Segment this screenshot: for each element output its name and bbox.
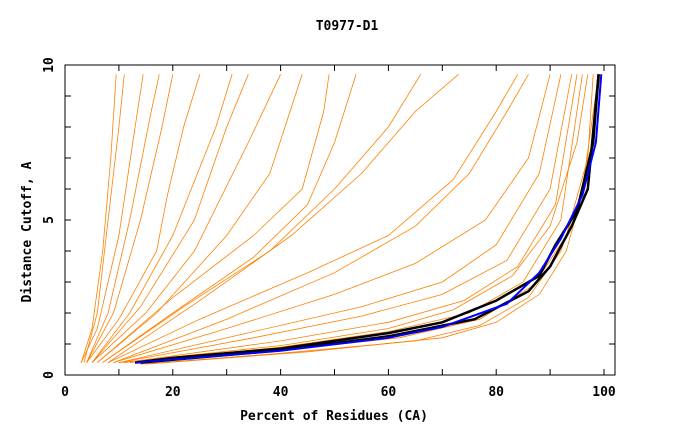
model-series-line [86,74,201,363]
model-series-line [113,74,529,363]
model-series-line [86,74,160,363]
model-series-line [102,74,422,363]
model-series-line [80,74,144,363]
plot-frame [64,64,616,376]
y-tick-label: 5 [42,216,57,224]
y-tick-label: 0 [42,371,57,379]
x-tick-label: 20 [165,385,181,400]
x-tick-label: 100 [592,385,616,400]
model-series-line [129,74,583,363]
model-series-line [97,74,330,363]
model-series-line [102,74,357,363]
model-series-line [97,74,303,363]
model-series-line [80,74,117,363]
model-series-line [91,74,281,363]
chart-title: T0977-D1 [316,19,379,34]
model-series-line [91,74,249,363]
model-series-line [113,74,551,363]
ticks: 0 20 40 60 80 100 0 5 10 [42,57,616,400]
highlight-series-line [140,74,600,364]
x-tick-label: 0 [61,385,69,400]
highlight-series-line [135,74,603,364]
model-series-line [118,74,562,363]
curves [80,73,603,365]
x-tick-label: 60 [381,385,397,400]
model-series-line [118,74,589,363]
model-series-line [107,74,519,363]
model-series-line [107,73,459,363]
x-axis-label: Percent of Residues (CA) [240,409,428,424]
model-series-line [140,74,599,365]
model-series-line [91,74,233,363]
x-tick-label: 80 [488,385,504,400]
model-series-line [86,74,174,363]
model-series-line [135,74,594,363]
model-series-line [83,74,125,363]
y-axis-label: Distance Cutoff, A [20,161,35,302]
x-tick-label: 40 [273,385,289,400]
highlight-series-line [134,74,600,364]
model-series-line [124,74,578,363]
model-series-line [118,74,573,363]
y-tick-label: 10 [42,57,57,73]
